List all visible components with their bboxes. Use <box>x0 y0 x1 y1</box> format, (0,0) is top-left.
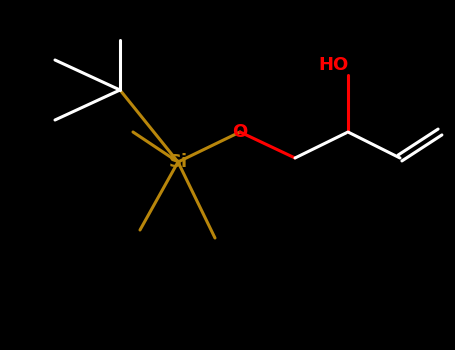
Text: HO: HO <box>319 56 349 74</box>
Text: Si: Si <box>168 153 187 171</box>
Text: O: O <box>233 123 248 141</box>
